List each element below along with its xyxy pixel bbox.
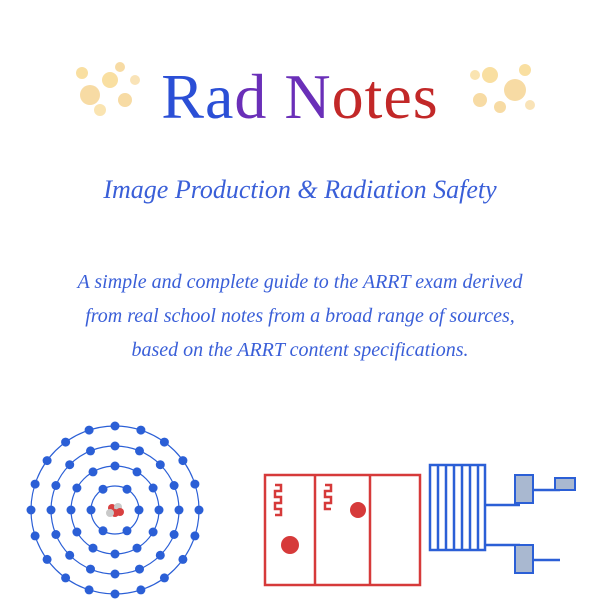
title-char: t: [365, 61, 384, 132]
page-title: Rad Notes: [0, 60, 600, 134]
title-char: a: [205, 61, 234, 132]
atom-diagram: [15, 410, 215, 610]
title-char: R: [161, 61, 205, 132]
title-char: N: [284, 61, 331, 132]
title-char: e: [383, 61, 412, 132]
document-page: Rad Notes Image Production & Radiation S…: [0, 0, 600, 600]
title-char: d: [234, 61, 267, 132]
subtitle: Image Production & Radiation Safety: [0, 175, 600, 205]
title-char: s: [413, 61, 439, 132]
title-char: o: [332, 61, 365, 132]
circuit-diagram: [260, 450, 580, 600]
description-text: A simple and complete guide to the ARRT …: [60, 265, 540, 367]
